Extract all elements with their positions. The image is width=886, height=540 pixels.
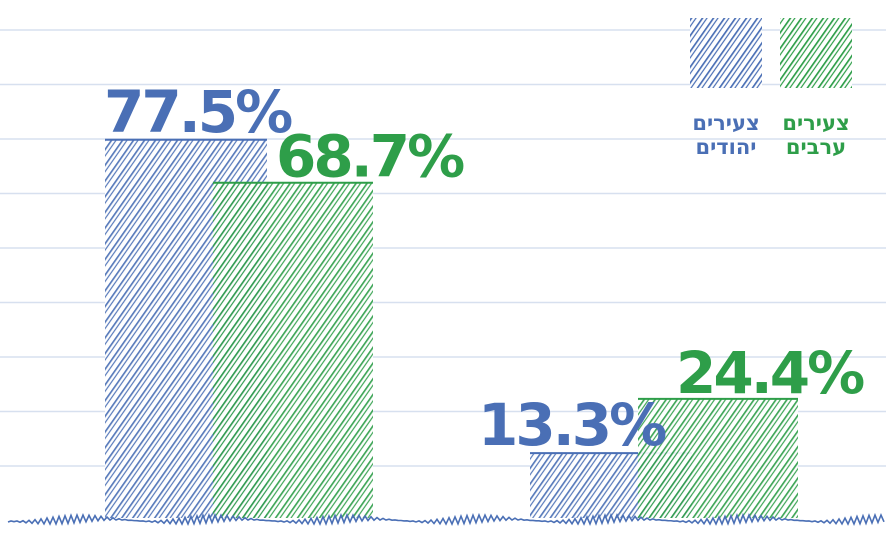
bars xyxy=(105,138,798,519)
x-axis-baseline xyxy=(7,512,885,526)
legend-label: צעירים xyxy=(692,111,759,135)
legend-label: צעירים xyxy=(782,111,849,135)
value-label: 24.4% xyxy=(676,339,864,407)
bar-arab-2 xyxy=(638,398,798,518)
value-label: 77.5% xyxy=(104,78,292,146)
legend-label: יהודים xyxy=(696,135,757,159)
legend-label: ערבים xyxy=(786,135,846,159)
legend-swatch xyxy=(690,18,762,88)
value-label: 68.7% xyxy=(276,123,464,191)
value-label: 13.3% xyxy=(478,391,666,459)
legend-swatch xyxy=(780,18,852,88)
value-labels: 77.5% 13.3% 68.7% 24.4% xyxy=(104,78,867,459)
bar-arab-1 xyxy=(213,182,373,518)
